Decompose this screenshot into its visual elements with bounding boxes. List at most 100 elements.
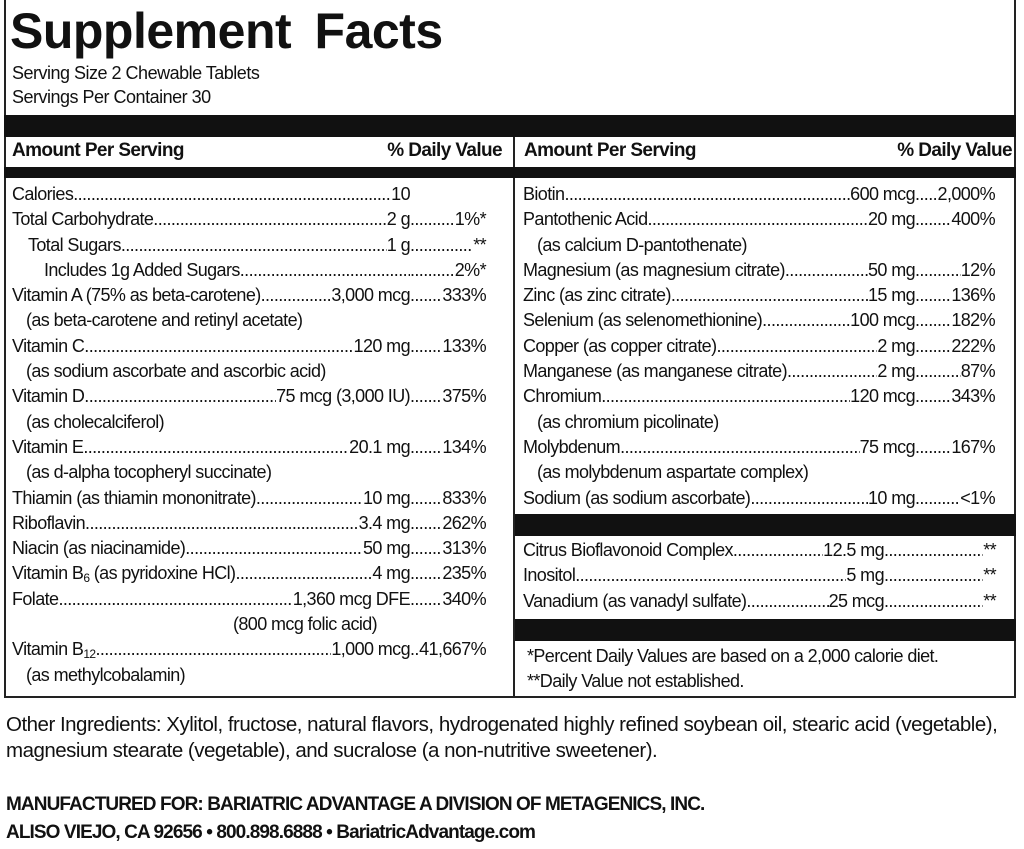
daily-value: 1%* bbox=[454, 209, 487, 230]
nutrient-name: Vanadium (as vanadyl sulfate) bbox=[523, 589, 747, 614]
nutrient-name-text: Zinc (as zinc citrate) bbox=[523, 285, 671, 306]
dv-wrapper: ** bbox=[884, 538, 996, 563]
nutrient-name: Vitamin D bbox=[12, 384, 85, 409]
nutrient-source-note: (as molybdenum aspartate complex) bbox=[537, 462, 809, 483]
dot-leader bbox=[73, 182, 391, 207]
nutrient-row: Total Carbohydrate 2 g 1%* bbox=[12, 207, 487, 232]
nutrient-name-text: Biotin bbox=[523, 184, 565, 204]
dv-wrapper: <1% bbox=[915, 486, 995, 511]
daily-value: 87% bbox=[960, 361, 996, 382]
daily-value: 182% bbox=[951, 310, 995, 331]
daily-value: 133% bbox=[442, 335, 486, 356]
nutrient-row: Inositol 5 mg ** bbox=[523, 563, 997, 588]
nutrient-name: Total Sugars bbox=[12, 233, 121, 258]
dot-leader bbox=[84, 384, 276, 409]
daily-value: 167% bbox=[951, 436, 995, 457]
amount-header: Amount Per Serving bbox=[12, 140, 184, 161]
nutrient-row: Molybdenum 75 mcg 167% bbox=[523, 435, 996, 460]
nutrient-name-text: Citrus Bioflavonoid Complex bbox=[523, 540, 734, 560]
dot-leader bbox=[915, 334, 951, 359]
dv-wrapper: 222% bbox=[915, 334, 995, 359]
nutrient-name: Includes 1g Added Sugars bbox=[12, 258, 240, 283]
dv-wrapper: 400% bbox=[915, 207, 995, 232]
nutrient-name-text: Vanadium (as vanadyl sulfate) bbox=[523, 590, 747, 611]
nutrient-amount: 2 g bbox=[386, 209, 411, 230]
daily-value: <1% bbox=[960, 487, 995, 508]
dv-wrapper: 340% bbox=[410, 587, 486, 612]
dv-wrapper: ** bbox=[884, 589, 996, 614]
dot-leader bbox=[717, 334, 878, 359]
dot-leader bbox=[884, 589, 983, 614]
nutrient-name-text: Pantothenic Acid bbox=[523, 209, 648, 230]
nutrient-name: Vitamin B6 (as pyridoxine HCl) bbox=[12, 561, 236, 586]
nutrient-amount: 2 mg bbox=[877, 335, 915, 356]
dv-header: % Daily Value bbox=[387, 140, 502, 161]
nutrient-name: Zinc (as zinc citrate) bbox=[523, 283, 671, 308]
dot-leader bbox=[410, 511, 442, 536]
dot-leader bbox=[750, 486, 868, 511]
nutrient-name: Sodium (as sodium ascorbate) bbox=[523, 486, 751, 511]
dv-wrapper: 375% bbox=[410, 384, 486, 409]
nutrient-amount: 10 mg bbox=[362, 487, 411, 508]
dot-leader bbox=[648, 207, 868, 232]
daily-value: 134% bbox=[442, 436, 486, 457]
dot-leader bbox=[240, 258, 410, 283]
nutrient-name-text: Niacin (as niacinamide) bbox=[12, 538, 186, 559]
dv-wrapper: ** bbox=[410, 233, 486, 258]
dv-wrapper: 41,667% bbox=[410, 637, 486, 662]
dv-header: % Daily Value bbox=[897, 140, 1012, 161]
column-divider bbox=[513, 137, 515, 698]
nutrient-amount: 2 mg bbox=[877, 361, 915, 382]
dv-wrapper: 333% bbox=[410, 283, 486, 308]
nutrient-name-text: Selenium (as selenomethionine) bbox=[523, 310, 763, 331]
left-header: Amount Per Serving % Daily Value bbox=[12, 140, 503, 162]
dv-wrapper: 133% bbox=[410, 334, 486, 359]
nutrient-source-note: (800 mcg folic acid) bbox=[233, 614, 378, 635]
nutrient-name-text: Magnesium (as magnesium citrate) bbox=[523, 259, 786, 280]
daily-value: 2%* bbox=[454, 259, 487, 280]
nutrient-amount: 12.5 mg bbox=[823, 540, 884, 560]
nutrient-amount: 3.4 mg bbox=[358, 512, 411, 533]
dot-leader bbox=[95, 637, 331, 662]
nutrient-name-text: Total Carbohydrate bbox=[12, 209, 154, 230]
nutrient-name: Vitamin C bbox=[12, 334, 85, 359]
daily-value: 136% bbox=[951, 285, 995, 306]
nutrient-name: Vitamin A (75% as beta-carotene) bbox=[12, 283, 261, 308]
servings-per-container: Servings Per Container 30 bbox=[12, 87, 211, 107]
nutrient-row: Calories 10 bbox=[12, 182, 486, 207]
divider-bar bbox=[4, 167, 1016, 178]
dot-leader bbox=[785, 258, 868, 283]
dv-wrapper: 343% bbox=[915, 384, 995, 409]
nutrient-name: Thiamin (as thiamin mononitrate) bbox=[12, 486, 257, 511]
footnotes: *Percent Daily Values are based on a 2,0… bbox=[527, 644, 939, 695]
nutrient-amount: 100 mcg bbox=[850, 310, 915, 331]
nutrient-amount: 120 mcg bbox=[850, 386, 915, 407]
dot-leader bbox=[410, 384, 442, 409]
dot-leader bbox=[733, 538, 823, 563]
nutrient-name: Folate bbox=[12, 587, 59, 612]
dot-leader bbox=[410, 637, 419, 662]
dot-leader bbox=[410, 561, 442, 586]
nutrient-source-note: (as methylcobalamin) bbox=[26, 664, 186, 685]
nutrient-name-text: Calories bbox=[12, 184, 74, 204]
nutrient-name-text: Folate bbox=[12, 588, 59, 609]
nutrient-name-text: Vitamin B bbox=[12, 563, 84, 584]
panel-title: Supplement Facts bbox=[10, 3, 443, 59]
daily-value: 400% bbox=[951, 209, 995, 230]
nutrient-name: Inositol bbox=[523, 563, 576, 588]
dot-leader bbox=[762, 308, 850, 333]
dot-leader bbox=[261, 283, 332, 308]
nutrient-row: Riboflavin 3.4 mg 262% bbox=[12, 511, 487, 536]
nutrient-source-note: (as calcium D-pantothenate) bbox=[537, 234, 748, 255]
dot-leader bbox=[121, 233, 387, 258]
nutrient-source-note: (as sodium ascorbate and ascorbic acid) bbox=[26, 361, 326, 382]
dot-leader bbox=[915, 308, 951, 333]
nutrient-row: Vitamin A (75% as beta-carotene) 3,000 mc… bbox=[12, 283, 487, 308]
daily-value: ** bbox=[983, 565, 996, 586]
dot-leader bbox=[410, 233, 473, 258]
manufacturer-line: MANUFACTURED FOR: BARIATRIC ADVANTAGE A … bbox=[6, 794, 705, 815]
dv-wrapper bbox=[410, 182, 486, 207]
footnote: *Percent Daily Values are based on a 2,0… bbox=[527, 646, 939, 666]
nutrient-name-text: Chromium bbox=[523, 386, 602, 407]
nutrient-name: Magnesium (as magnesium citrate) bbox=[523, 258, 786, 283]
